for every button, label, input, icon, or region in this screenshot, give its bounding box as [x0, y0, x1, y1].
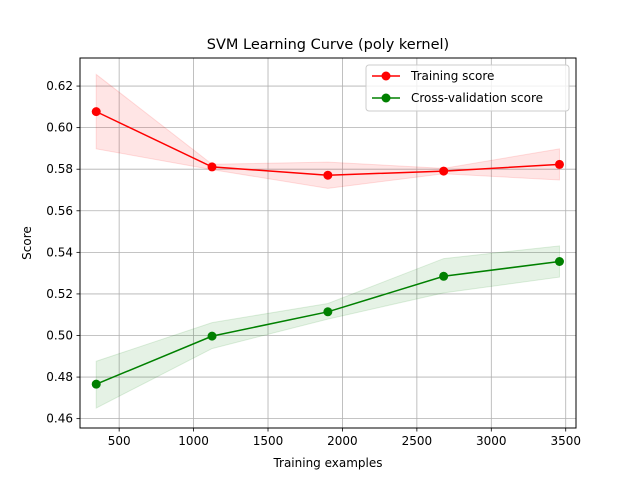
y-tick-label: 0.46: [46, 412, 73, 426]
chart-title: SVM Learning Curve (poly kernel): [207, 37, 449, 53]
band-training: [95, 73, 560, 189]
legend-box: [365, 64, 570, 112]
x-tick-label: 500: [108, 434, 131, 448]
y-tick-label: 0.54: [46, 245, 73, 259]
x-axis-ticks: 500 1000 1500 2000 2500 3000 3500: [108, 428, 581, 448]
point-cross-validation: [323, 307, 333, 317]
point-cross-validation: [439, 271, 449, 281]
y-tick-label: 0.48: [46, 370, 73, 384]
y-tick-label: 0.60: [46, 121, 73, 135]
y-tick-label: 0.50: [46, 329, 73, 343]
y-axis-ticks: 0.46 0.48 0.50 0.52 0.54 0.56 0.58 0.60 0.62: [46, 79, 80, 426]
x-tick-label: 3000: [476, 434, 507, 448]
legend: Training score Cross-validation score: [365, 64, 570, 112]
point-training: [207, 162, 217, 172]
confidence-bands: [95, 73, 560, 409]
x-tick-label: 3500: [550, 434, 581, 448]
y-tick-label: 0.56: [46, 204, 73, 218]
band-cross-validation: [95, 245, 560, 409]
y-tick-label: 0.52: [46, 287, 73, 301]
x-axis-title: Training examples: [272, 456, 382, 470]
legend-marker-training: [381, 71, 391, 81]
x-tick-label: 1500: [253, 434, 284, 448]
point-cross-validation: [91, 379, 101, 389]
legend-label-training: Training score: [410, 69, 494, 83]
x-tick-label: 2500: [402, 434, 433, 448]
x-tick-label: 1000: [178, 434, 209, 448]
series-points: [91, 107, 564, 389]
y-tick-label: 0.58: [46, 162, 73, 176]
point-training: [323, 170, 333, 180]
point-training: [91, 107, 101, 117]
point-training: [554, 159, 564, 169]
y-tick-label: 0.62: [46, 79, 73, 93]
point-cross-validation: [554, 257, 564, 266]
y-axis-title: Score: [20, 226, 34, 260]
legend-label-cross-validation: Cross-validation score: [411, 91, 543, 105]
point-cross-validation: [207, 331, 217, 341]
x-tick-label: 2000: [327, 434, 358, 448]
plot-frame: [79, 57, 577, 429]
legend-marker-cross-validation: [381, 93, 391, 103]
point-training: [439, 166, 449, 176]
grid-lines: [80, 58, 576, 428]
